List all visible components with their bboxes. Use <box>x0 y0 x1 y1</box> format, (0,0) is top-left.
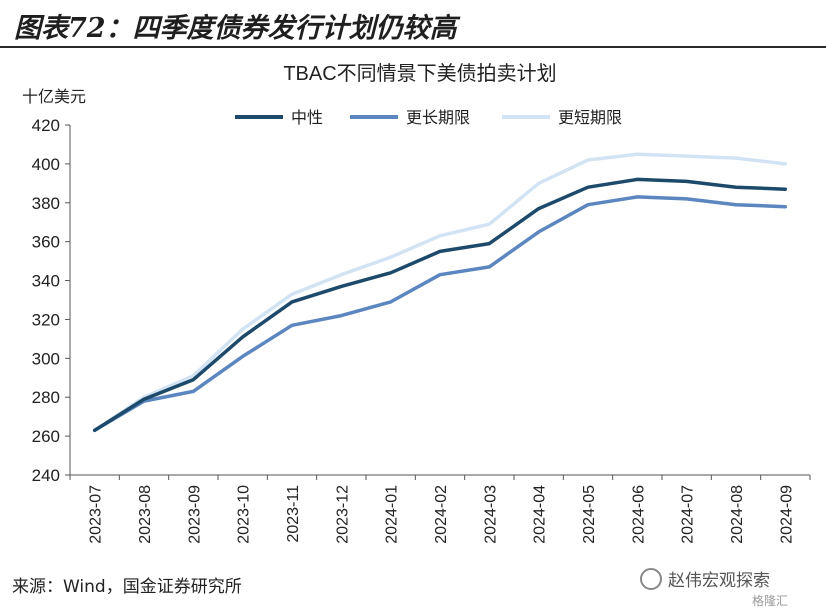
x-tick-label: 2023-11 <box>285 485 302 543</box>
legend-label: 中性 <box>291 108 323 127</box>
title-divider <box>0 46 826 48</box>
y-tick-label: 240 <box>32 466 60 485</box>
y-tick-label: 420 <box>32 116 60 135</box>
x-tick-label: 2023-08 <box>137 485 154 544</box>
x-tick-label: 2024-08 <box>729 485 746 544</box>
source-note: 来源：Wind，国金证券研究所 <box>12 577 242 597</box>
y-tick-label: 280 <box>32 388 60 407</box>
series-line-中性 <box>92 177 788 433</box>
y-tick-label: 300 <box>32 349 60 368</box>
series-line-更短期限 <box>92 152 788 433</box>
y-tick-label: 340 <box>32 272 60 291</box>
y-tick-label: 360 <box>32 233 60 252</box>
y-tick-label: 400 <box>32 155 60 174</box>
x-tick-label: 2023-07 <box>88 485 105 544</box>
x-tick-label: 2024-06 <box>630 485 647 544</box>
series-line-更长期限 <box>92 195 788 433</box>
x-tick-label: 2024-02 <box>433 485 450 544</box>
x-tick-label: 2024-01 <box>384 485 401 544</box>
watermark: 赵伟宏观探索 <box>640 566 770 591</box>
x-tick-label: 2024-04 <box>532 485 549 544</box>
x-tick-label: 2024-05 <box>581 485 598 544</box>
y-axis-label: 十亿美元 <box>22 87 86 106</box>
x-tick-labels: 2023-07 2023-08 2023-09 2023-10 2023-11 2023-… <box>88 485 796 544</box>
y-tick-labels: 240 260 280 300 320 340 360 380 400 420 <box>32 116 60 485</box>
watermark-text: 赵伟宏观探索 <box>668 571 770 591</box>
axes <box>65 124 811 480</box>
watermark-sub: 格隆汇 <box>752 594 789 608</box>
y-tick-label: 260 <box>32 427 60 446</box>
line-chart: TBAC不同情景下美债拍卖计划 十亿美元 中性 更长期限 更短期限 240 260 28… <box>22 62 811 544</box>
legend: 中性 更长期限 更短期限 <box>235 108 622 127</box>
chart-title: TBAC不同情景下美债拍卖计划 <box>283 62 556 85</box>
x-tick-label: 2023-09 <box>186 485 203 544</box>
y-tick-label: 380 <box>32 194 60 213</box>
series-lines <box>92 152 788 433</box>
x-tick-label: 2023-10 <box>236 485 253 544</box>
figure-title: 图表72：四季度债券发行计划仍较高 <box>14 13 457 44</box>
wechat-icon <box>640 567 662 590</box>
x-tick-label: 2024-09 <box>778 485 795 544</box>
y-tick-label: 320 <box>32 310 60 329</box>
x-tick-label: 2024-07 <box>680 485 697 544</box>
x-tick-label: 2024-03 <box>482 485 499 544</box>
x-tick-label: 2023-12 <box>334 485 351 544</box>
legend-label: 更短期限 <box>558 108 622 127</box>
legend-label: 更长期限 <box>406 108 470 127</box>
